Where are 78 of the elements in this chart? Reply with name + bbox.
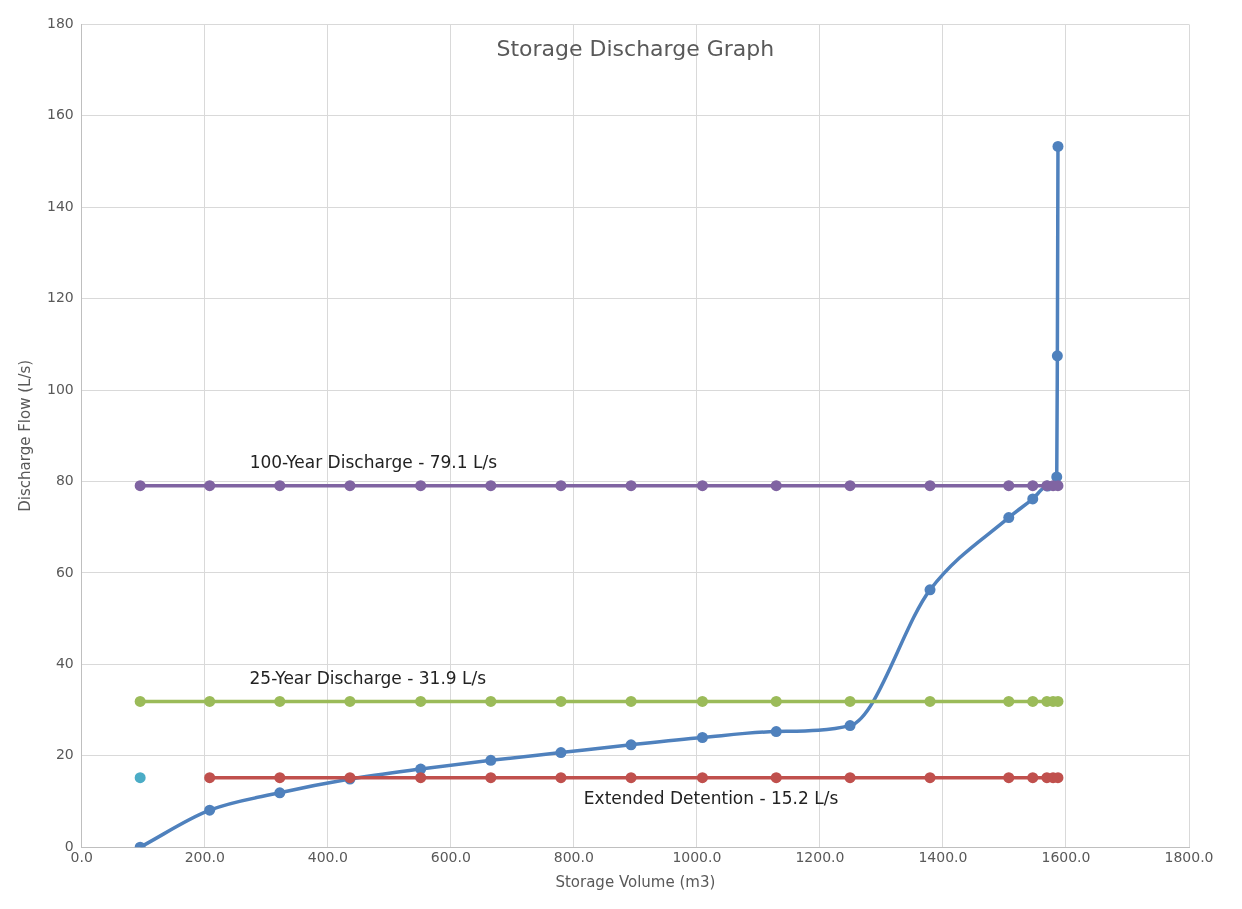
x-tick-label: 400.0 bbox=[307, 849, 348, 866]
point bbox=[344, 480, 356, 492]
point bbox=[274, 772, 286, 784]
point bbox=[696, 480, 708, 492]
point bbox=[924, 772, 936, 784]
point bbox=[1027, 695, 1039, 707]
y-tick-label: 100 bbox=[46, 380, 74, 397]
point bbox=[555, 695, 567, 707]
point bbox=[844, 720, 856, 732]
point bbox=[485, 480, 497, 492]
series-label: Extended Detention - 15.2 L/s bbox=[583, 788, 839, 809]
point bbox=[844, 480, 856, 492]
point bbox=[696, 772, 708, 784]
point bbox=[1003, 480, 1015, 492]
point bbox=[924, 480, 936, 492]
series-label: 100-Year Discharge - 79.1 L/s bbox=[249, 452, 498, 473]
y-tick-label: 160 bbox=[46, 106, 74, 123]
x-tick-label: 1800.0 bbox=[1164, 849, 1214, 866]
y-tick-label: 40 bbox=[55, 655, 74, 671]
point bbox=[485, 772, 497, 784]
x-tick-label: 600.0 bbox=[430, 849, 471, 866]
series-label: 25-Year Discharge - 31.9 L/s bbox=[249, 667, 487, 688]
point bbox=[696, 731, 708, 743]
point bbox=[1027, 480, 1039, 492]
point bbox=[1027, 772, 1039, 784]
point bbox=[555, 747, 567, 759]
x-tick-label: 200.0 bbox=[184, 849, 225, 866]
point bbox=[204, 804, 216, 816]
point bbox=[204, 695, 216, 707]
point bbox=[844, 695, 856, 707]
point bbox=[844, 772, 856, 784]
point bbox=[625, 739, 637, 751]
point bbox=[770, 480, 782, 492]
point bbox=[555, 772, 567, 784]
x-axis-title: Storage Volume (m3) bbox=[555, 872, 716, 891]
point bbox=[625, 772, 637, 784]
y-tick-label: 140 bbox=[46, 197, 74, 214]
point bbox=[415, 695, 427, 707]
point bbox=[625, 695, 637, 707]
point bbox=[274, 480, 286, 492]
point bbox=[415, 480, 427, 492]
point bbox=[625, 480, 637, 492]
point bbox=[134, 480, 146, 492]
point bbox=[344, 695, 356, 707]
point bbox=[770, 772, 782, 784]
point bbox=[696, 695, 708, 707]
point bbox=[1003, 512, 1015, 524]
point bbox=[1051, 350, 1063, 362]
point bbox=[204, 480, 216, 492]
y-tick-label: 180 bbox=[46, 15, 74, 32]
point bbox=[204, 772, 216, 784]
y-tick-label: 120 bbox=[46, 289, 74, 306]
y-tick-label: 60 bbox=[55, 563, 74, 580]
point bbox=[770, 695, 782, 707]
point bbox=[274, 787, 286, 799]
x-tick-label: 1400.0 bbox=[918, 849, 968, 866]
x-tick-label: 1000.0 bbox=[672, 849, 722, 866]
y-axis-title: Discharge Flow (L/s) bbox=[15, 359, 34, 512]
point bbox=[485, 695, 497, 707]
point bbox=[924, 695, 936, 707]
point bbox=[1003, 695, 1015, 707]
y-tick-label: 20 bbox=[55, 746, 74, 763]
x-tick-label: 1600.0 bbox=[1041, 849, 1091, 866]
x-tick-label: 800.0 bbox=[553, 849, 594, 866]
point bbox=[274, 695, 286, 707]
point bbox=[415, 772, 427, 784]
point bbox=[1003, 772, 1015, 784]
x-tick-label: 1200.0 bbox=[795, 849, 845, 866]
y-tick-label: 80 bbox=[55, 472, 74, 489]
text: Storage Discharge Graph bbox=[496, 36, 775, 62]
point bbox=[1027, 493, 1039, 505]
point bbox=[485, 754, 497, 766]
point bbox=[924, 584, 936, 596]
point bbox=[770, 726, 782, 738]
point bbox=[555, 480, 567, 492]
point bbox=[134, 772, 146, 784]
point bbox=[134, 695, 146, 707]
point bbox=[1052, 140, 1064, 152]
